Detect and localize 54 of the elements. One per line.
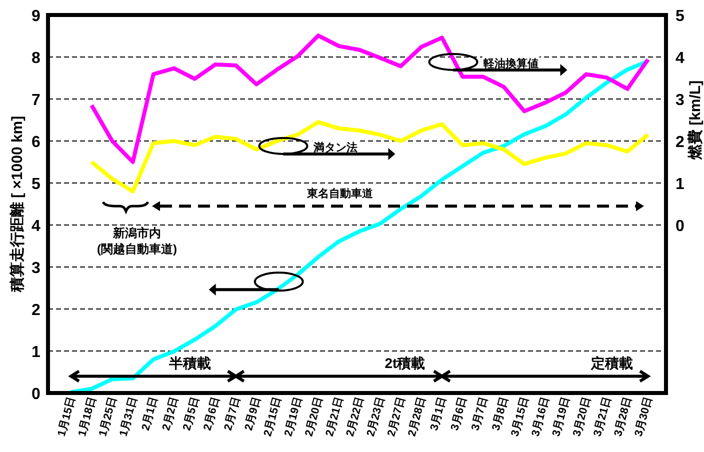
- y2-tick-label: 3: [676, 92, 685, 109]
- x-tick-label: 3月28日: [612, 396, 634, 438]
- y-axis-title: 積算走行距離 [ ×1000 km]: [9, 116, 26, 294]
- y2-tick-label: 5: [676, 8, 685, 25]
- annotation: 新潟市内 (関越自動車道): [97, 226, 177, 256]
- y-tick-label: 3: [32, 260, 41, 277]
- x-tick-label: 3月15日: [509, 396, 532, 438]
- y-tick-label: 5: [32, 176, 41, 193]
- series-label: 満タン法: [312, 140, 358, 154]
- x-tick-label: 1月31日: [118, 396, 140, 438]
- x-tick-label: 2月1日: [140, 396, 160, 432]
- y-tick-label: 7: [32, 92, 41, 109]
- x-tick-label: 3月20日: [571, 396, 594, 438]
- annotation: 東名自動車道: [306, 187, 374, 200]
- annotation: 定積載: [590, 355, 633, 372]
- x-tick-label: 2月21日: [324, 396, 346, 438]
- x-tick-label: 2月27日: [386, 396, 408, 438]
- x-tick-label: 2月6日: [202, 396, 222, 432]
- y2-axis-title: 燃費 [km/L]: [687, 80, 704, 161]
- y-tick-label: 6: [32, 134, 41, 151]
- x-tick-label: 1月25日: [97, 396, 120, 438]
- x-tick-label: 2月5日: [181, 396, 202, 432]
- x-tick-label: 3月1日: [428, 396, 449, 432]
- y-tick-label: 1: [32, 344, 41, 361]
- x-tick-label: 1月15日: [56, 396, 78, 438]
- y-tick-label: 8: [32, 50, 41, 67]
- x-tick-label: 2月20日: [303, 396, 326, 438]
- x-tick-label: 3月6日: [448, 396, 470, 432]
- x-tick-label: 2月7日: [222, 396, 243, 432]
- x-tick-label: 2月2日: [160, 396, 181, 432]
- y-tick-label: 2: [32, 302, 41, 319]
- annotation: 半積載: [168, 355, 211, 372]
- x-tick-label: 2月15日: [262, 396, 284, 438]
- y2-tick-label: 2: [676, 134, 685, 151]
- y2-tick-label: 4: [676, 50, 685, 67]
- x-tick-label: 2月23日: [364, 396, 388, 438]
- x-tick-label: 2月28日: [406, 396, 428, 438]
- y2-tick-label: 1: [676, 176, 685, 193]
- series-label: 軽油換算値: [482, 56, 538, 70]
- x-tick-label: 2月9日: [242, 396, 264, 432]
- y-tick-label: 9: [32, 8, 41, 25]
- x-tick-label: 3月8日: [490, 396, 511, 432]
- x-tick-label: 2月19日: [282, 396, 305, 438]
- y-tick-label: 0: [32, 386, 41, 403]
- x-tick-label: 3月7日: [470, 396, 490, 432]
- x-tick-label: 3月30日: [632, 396, 655, 438]
- annotation: 2t積載: [384, 355, 426, 372]
- y2-tick-label: 0: [676, 218, 685, 235]
- x-tick-label: 1月18日: [76, 396, 99, 438]
- x-tick-label: 3月19日: [550, 396, 572, 438]
- x-tick-label: 2月22日: [344, 396, 366, 438]
- y-tick-label: 4: [32, 218, 41, 235]
- x-tick-label: 3月21日: [592, 396, 614, 438]
- x-tick-label: 3月16日: [530, 396, 552, 438]
